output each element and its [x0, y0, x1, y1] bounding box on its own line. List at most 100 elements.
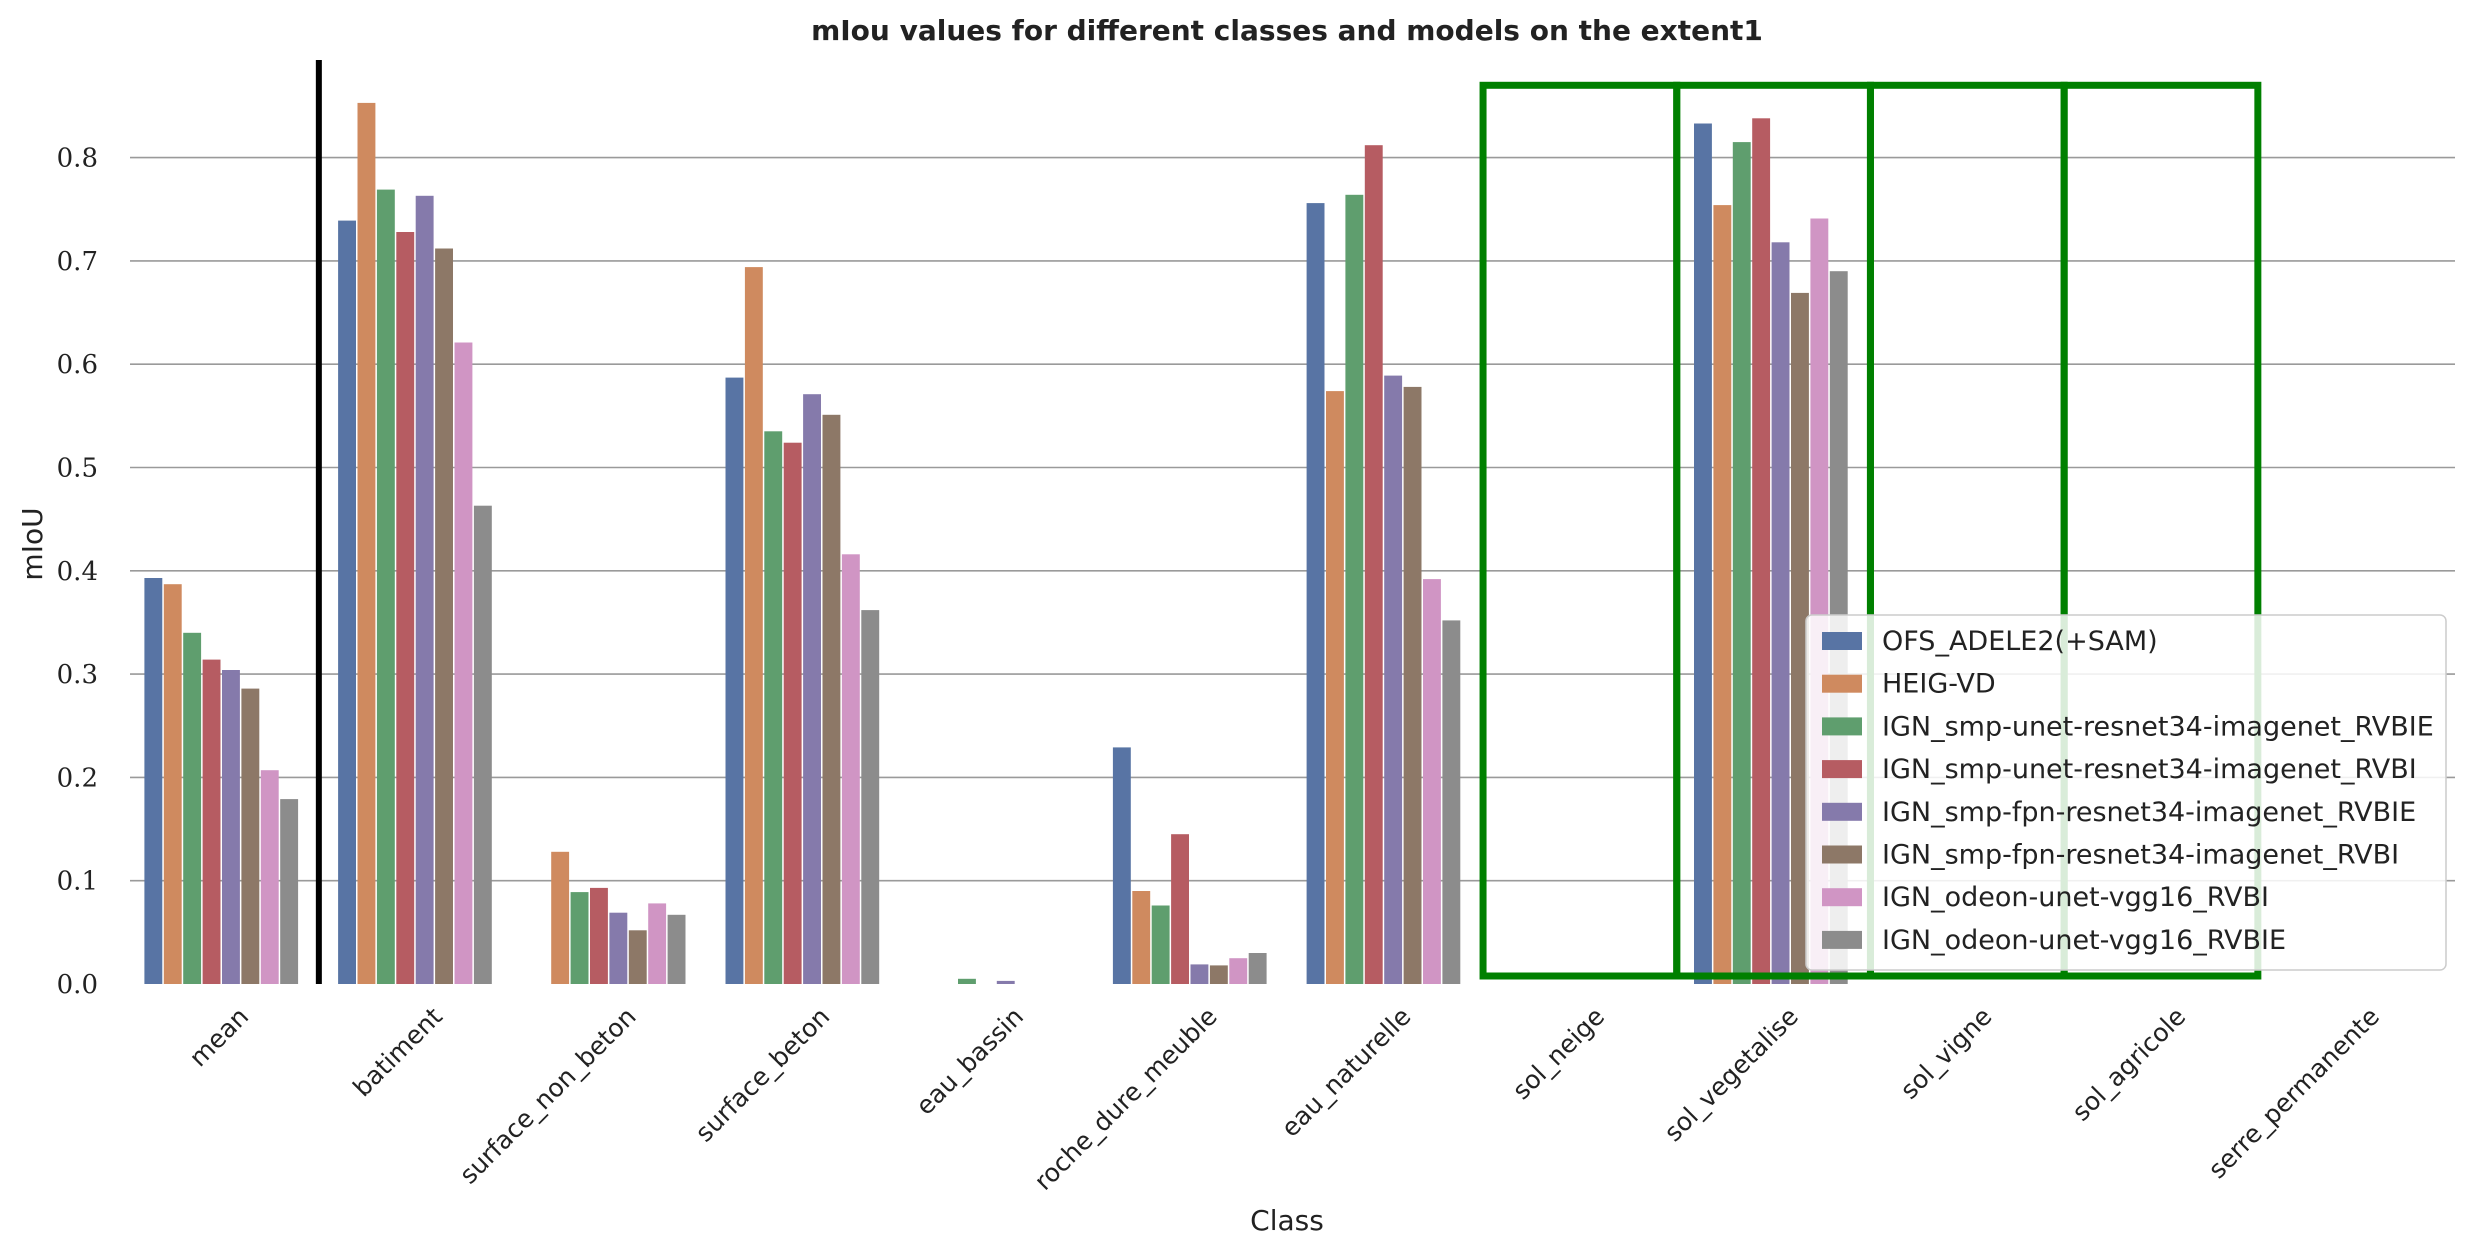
bar: [628, 930, 647, 984]
bar: [280, 799, 299, 984]
legend-swatch: [1822, 802, 1862, 821]
y-tick-label: 0.5: [57, 454, 98, 484]
bar: [1442, 620, 1461, 984]
bar: [1403, 386, 1422, 984]
bar: [1171, 834, 1189, 984]
bar: [1112, 747, 1131, 984]
legend-entry: IGN_smp-unet-resnet34-imagenet_RVBI: [1882, 754, 2417, 785]
legend-frame: [1805, 614, 2447, 971]
y-tick-label: 0.0: [57, 970, 98, 1000]
bar: [1791, 292, 1809, 984]
x-tick-label: sol_vigne: [1895, 1002, 1998, 1105]
bar: [648, 903, 667, 984]
bar: [1229, 958, 1248, 984]
bar: [1132, 891, 1151, 984]
y-tick-labels: 0.0 0.1 0.2 0.3 0.4 0.5 0.6 0.7 0.8: [57, 144, 98, 1000]
bar: [1771, 242, 1790, 985]
chart-title: mIou values for different classes and mo…: [811, 14, 1763, 47]
bar: [1752, 118, 1771, 985]
bar: [667, 914, 686, 984]
x-tick-label: surface_beton: [690, 1002, 836, 1148]
bars: [144, 102, 1848, 985]
legend-entry: IGN_smp-fpn-resnet34-imagenet_RVBIE: [1882, 797, 2416, 828]
bar: [841, 554, 860, 984]
bar: [435, 248, 453, 984]
bar: [803, 394, 821, 984]
bar: [1306, 203, 1325, 985]
bar: [1384, 375, 1403, 985]
legend-entry: IGN_odeon-unet-vgg16_RVBI: [1882, 882, 2269, 913]
bar: [958, 978, 976, 984]
x-tick-label: sol_agricole: [2066, 1002, 2191, 1127]
bar: [783, 442, 802, 984]
x-tick-labels: mean batiment surface_non_beton surface_bet…: [184, 1002, 2385, 1196]
bar: [144, 578, 163, 984]
y-tick-label: 0.4: [57, 557, 98, 587]
bar: [163, 584, 182, 984]
legend-swatch: [1822, 845, 1862, 864]
y-tick-label: 0.6: [57, 350, 98, 380]
bar: [551, 851, 570, 984]
annotations: [315, 60, 2262, 984]
bar: [1151, 905, 1170, 984]
bar: [822, 414, 841, 984]
bar: [744, 267, 763, 985]
y-axis-label: mIoU: [16, 507, 49, 580]
bar: [996, 980, 1015, 984]
legend-swatch: [1822, 674, 1862, 693]
y-tick-label: 0.3: [57, 660, 98, 690]
bar: [357, 102, 376, 984]
bar: [473, 505, 492, 984]
legend: OFS_ADELE2(+SAM) HEIG-VD IGN_smp-unet-resn…: [1805, 614, 2447, 971]
legend-swatch: [1822, 632, 1862, 650]
bar: [764, 431, 783, 984]
highlight-box: [2060, 81, 2262, 980]
bar: [1190, 964, 1209, 984]
highlight-box: [1479, 81, 1681, 980]
x-tick-label: sol_neige: [1507, 1002, 1610, 1105]
bar: [454, 342, 473, 984]
x-tick-label: sol_vegetalise: [1658, 1002, 1803, 1147]
legend-entry: HEIG-VD: [1882, 669, 1996, 700]
legend-swatch: [1822, 930, 1862, 949]
bar: [260, 770, 279, 984]
bar: [396, 232, 415, 984]
x-tick-label: eau_bassin: [910, 1002, 1029, 1121]
x-tick-label: roche_dure_meuble: [1029, 1002, 1223, 1196]
bar: [570, 892, 589, 984]
legend-entry: OFS_ADELE2(+SAM): [1882, 626, 2158, 657]
bar: [590, 887, 608, 984]
legend-swatch: [1822, 760, 1862, 779]
bar: [1694, 123, 1712, 984]
x-tick-label: mean: [184, 1002, 255, 1073]
x-axis-label: Class: [1250, 1204, 1324, 1237]
y-tick-label: 0.7: [57, 247, 98, 277]
x-tick-label: serre_permanente: [2203, 1002, 2385, 1184]
y-tick-label: 0.2: [57, 763, 98, 793]
x-tick-label: batiment: [347, 1002, 448, 1103]
bar: [1423, 579, 1441, 984]
bar: [609, 912, 628, 984]
bar: [1732, 142, 1751, 985]
bar: [202, 659, 221, 984]
bar: [725, 377, 744, 985]
bar: [415, 195, 434, 985]
bar: [1364, 145, 1383, 984]
legend-entry: IGN_odeon-unet-vgg16_RVBIE: [1882, 925, 2286, 956]
bar: [338, 220, 356, 985]
bar: [222, 670, 240, 984]
bar: [1345, 194, 1364, 985]
bar: [376, 189, 395, 985]
x-tick-label: surface_non_beton: [454, 1002, 642, 1190]
bar: [183, 632, 202, 984]
y-tick-label: 0.8: [57, 144, 98, 174]
bar: [1248, 953, 1267, 984]
legend-entry: IGN_smp-fpn-resnet34-imagenet_RVBI: [1882, 840, 2399, 871]
bar: [1326, 391, 1344, 985]
legend-swatch: [1822, 888, 1862, 907]
gridlines: [130, 156, 2455, 882]
bar: [1209, 965, 1228, 984]
bar: [241, 688, 260, 984]
y-tick-label: 0.1: [57, 867, 98, 897]
